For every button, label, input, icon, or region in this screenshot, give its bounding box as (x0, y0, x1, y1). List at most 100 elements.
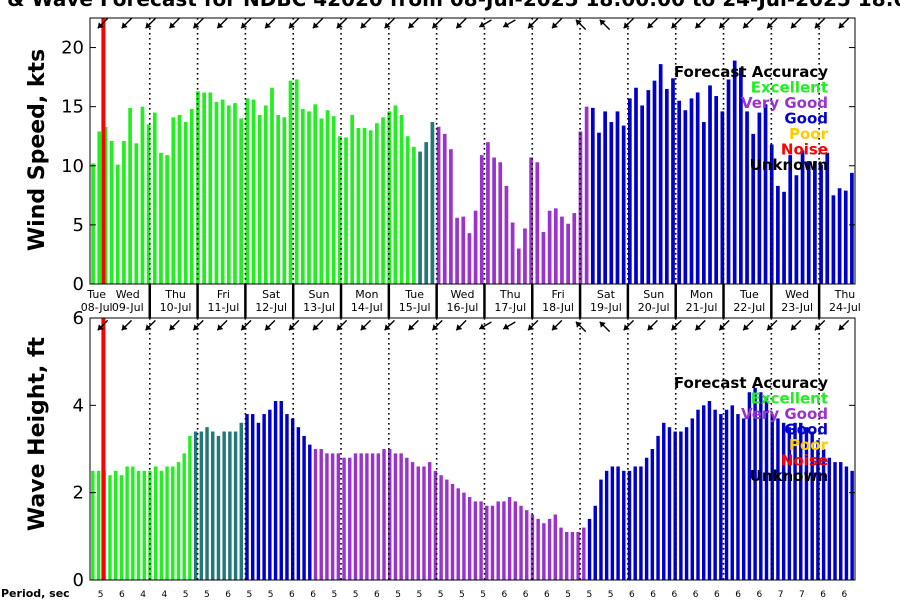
wind-direction-arrow (312, 17, 324, 29)
wave-bar (724, 409, 729, 580)
arrow-head (790, 324, 797, 331)
period-value: 4 (162, 590, 168, 600)
wind-bar (393, 105, 398, 284)
arrow-head (695, 22, 702, 29)
wave-bar (119, 475, 124, 580)
arrow-head (503, 21, 510, 28)
wave-bar (804, 427, 809, 580)
wave-bar (702, 405, 706, 580)
period-value: 6 (502, 590, 508, 600)
wind-bar (813, 161, 817, 284)
wind-direction-arrow (192, 319, 204, 331)
arrow-head (599, 19, 606, 26)
arrow-head (288, 324, 295, 331)
wind-bar (510, 222, 515, 284)
wave-bar (330, 453, 335, 580)
wave-bar (513, 501, 518, 580)
wind-direction-arrow (623, 17, 635, 29)
day-label-dow: Wed (785, 288, 809, 301)
wind-bar (837, 188, 842, 284)
wave-bar (165, 466, 169, 580)
wind-direction-arrow (264, 319, 276, 331)
wave-bar (296, 427, 301, 580)
wind-bar (492, 157, 496, 284)
wind-bar (430, 122, 435, 284)
wave-bar (667, 427, 672, 580)
day-label-dow: Wed (116, 288, 140, 301)
wave-bar (753, 387, 757, 580)
wind-direction-arrow (216, 319, 228, 331)
wind-direction-arrow (478, 321, 492, 330)
wave-bar (582, 527, 586, 580)
wave-bar (502, 501, 506, 580)
wave-bar (696, 409, 700, 580)
wave-bar (388, 449, 392, 580)
arrow-head (671, 324, 678, 331)
wave-bar (462, 492, 466, 580)
wave-bar (639, 466, 643, 580)
wind-bar (695, 92, 700, 284)
wave-bar (810, 431, 814, 580)
wind-bar (325, 110, 330, 285)
wind-bar (732, 60, 737, 285)
wind-direction-arrow (718, 17, 730, 29)
wind-direction-arrow (790, 17, 802, 29)
period-value: 6 (629, 590, 635, 600)
wind-bar (226, 105, 231, 284)
wind-bar (115, 164, 120, 284)
wind-direction-arrow (766, 17, 778, 29)
wind-bar (776, 185, 780, 284)
wind-bar (257, 114, 262, 284)
legend-entry: Unknown (750, 467, 828, 485)
wave-bar (542, 523, 546, 580)
wind-bar (165, 155, 169, 284)
wind-direction-arrow (264, 17, 276, 29)
wave-bar (599, 479, 603, 580)
wind-bar (708, 85, 712, 284)
period-value: 6 (693, 590, 699, 600)
wind-direction-arrow (790, 319, 802, 331)
wind-bar (270, 87, 274, 284)
wind-bar (831, 195, 836, 284)
wave-bar (644, 457, 649, 580)
wave-bar (142, 470, 146, 580)
period-value: 5 (183, 590, 189, 600)
wind-direction-arrow (145, 319, 156, 331)
arrow-head (193, 22, 200, 29)
wind-bar (140, 106, 145, 284)
wave-bar (96, 470, 101, 580)
wind-bar (214, 101, 219, 284)
wave-bar (456, 488, 460, 580)
wind-bar (751, 133, 756, 284)
wave-bar (113, 470, 118, 580)
arrow-head (479, 323, 486, 330)
wind-direction-arrow (502, 321, 516, 330)
wind-bar (387, 111, 392, 285)
period-value: 6 (735, 590, 741, 600)
wind-bar (794, 175, 799, 284)
wind-bar (646, 90, 651, 285)
wave-bar (679, 431, 683, 580)
arrow-head (169, 22, 176, 29)
wind-bar (183, 122, 188, 284)
wave-bar (473, 501, 478, 580)
period-value: 6 (672, 590, 678, 600)
period-value: 5 (247, 590, 253, 600)
period-value: 5 (417, 590, 423, 600)
day-label-date: 12-Jul (255, 301, 287, 314)
period-value: 5 (587, 590, 593, 600)
wave-bar (365, 453, 369, 580)
day-label-dow: Tue (739, 288, 759, 301)
wind-direction-arrow (670, 17, 682, 29)
wave-bar (256, 422, 261, 580)
wind-direction-arrow (121, 319, 133, 331)
period-value: 5 (98, 590, 104, 600)
wave-bar (570, 531, 575, 580)
wind-bar (233, 103, 237, 285)
wave-bar (776, 418, 780, 580)
wind-bar (103, 126, 108, 284)
period-value: 5 (459, 590, 465, 600)
arrow-head (551, 324, 558, 331)
